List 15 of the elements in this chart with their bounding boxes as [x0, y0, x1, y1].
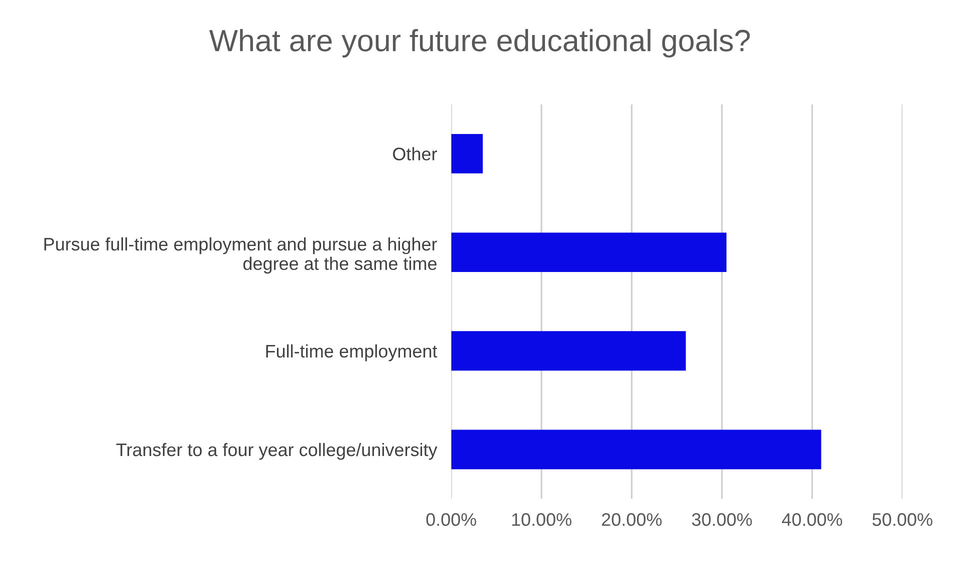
x-tick-label: 10.00% [512, 513, 572, 526]
bar [451, 430, 822, 470]
bar [451, 134, 483, 174]
bar [451, 331, 686, 371]
y-tick-label: Pursue full-time employment and pursue a higher degree at the same time [44, 237, 438, 274]
y-tick-label: Full-time employment [266, 344, 438, 362]
x-tick-label: 0.00% [426, 513, 476, 526]
x-tick-label: 40.00% [782, 513, 842, 526]
bar [451, 232, 726, 272]
x-tick-label: 20.00% [602, 513, 662, 526]
chart-title: What are your future educational goals? [209, 29, 750, 58]
y-tick-label: Transfer to a four year college/university [116, 442, 438, 460]
y-tick-label: Other [393, 147, 438, 160]
x-tick-label: 30.00% [692, 513, 752, 526]
x-tick-label: 50.00% [872, 513, 932, 526]
